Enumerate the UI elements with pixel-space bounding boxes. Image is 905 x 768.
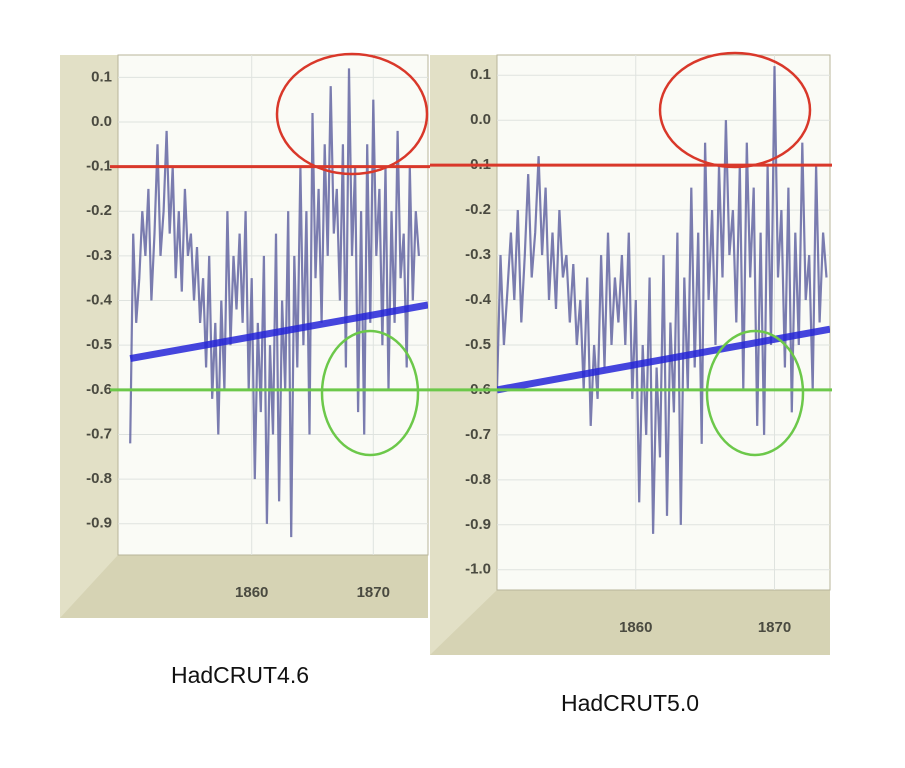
- y-tick-label: 0.0: [91, 113, 112, 130]
- y-tick-label: -0.9: [86, 515, 112, 532]
- y-tick-label: -0.4: [465, 291, 492, 308]
- y-tick-label: -0.8: [465, 471, 491, 488]
- y-tick-label: 0.1: [470, 66, 491, 83]
- x-tick-label: 1860: [619, 619, 652, 636]
- charts: 0.1 0.0 -0.1 -0.2 -0.3 -0.4 -0.5 -0.6 -0.7 -0.8 -0…: [60, 54, 832, 716]
- y-tick-label: -0.3: [465, 246, 491, 263]
- y-tick-label: -0.5: [86, 336, 112, 353]
- red-ellipse: [658, 51, 812, 169]
- y-tick-label: -0.7: [86, 425, 112, 442]
- chart-title: HadCRUT5.0: [561, 690, 699, 716]
- plot-area: [117, 54, 429, 556]
- plot-clip: [129, 68, 428, 538]
- y-tick-label: -0.3: [86, 247, 112, 264]
- trend-line: [129, 301, 428, 363]
- green-ellipse: [705, 329, 805, 457]
- trend-line: [497, 325, 830, 394]
- red-ellipse: [275, 52, 429, 176]
- y-tick-label: -1.0: [465, 561, 491, 578]
- y-tick-label: -0.5: [465, 336, 491, 353]
- y-tick-label: -0.8: [86, 470, 112, 487]
- plot-clip: [497, 66, 830, 534]
- y-tick-label: -0.6: [86, 381, 112, 398]
- x-tick-label: 1870: [758, 619, 791, 636]
- chart-title: HadCRUT4.6: [171, 662, 309, 688]
- y-tick-label: 0.1: [91, 68, 112, 85]
- y-tick-label: -0.2: [465, 201, 491, 218]
- frame-bevel: [430, 55, 497, 655]
- y-tick-label: -0.7: [465, 426, 491, 443]
- y-tick-label: -0.9: [465, 516, 491, 533]
- y-tick-label: -0.4: [86, 292, 113, 309]
- x-tick-label: 1860: [235, 584, 268, 601]
- data-line: [497, 66, 828, 534]
- y-tick-label: -0.2: [86, 202, 112, 219]
- x-tick-label: 1870: [357, 584, 390, 601]
- frame-bevel: [60, 55, 118, 618]
- y-tick-label: -0.1: [86, 158, 112, 175]
- y-tick-label: 0.0: [470, 111, 491, 128]
- annotations: [275, 51, 812, 457]
- green-ellipse: [320, 329, 420, 457]
